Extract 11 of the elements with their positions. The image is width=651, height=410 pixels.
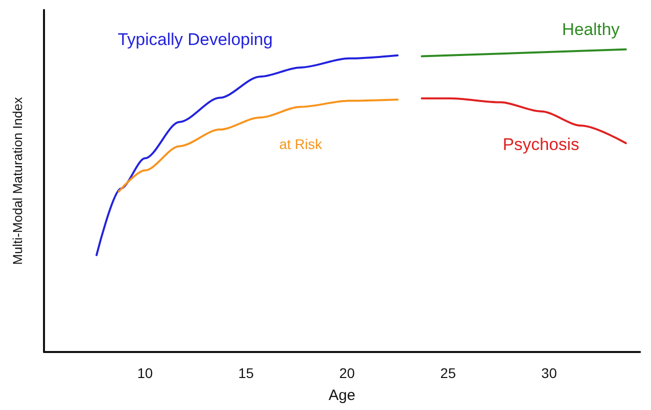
x-tick-label: 20: [339, 365, 356, 381]
x-tick-label: 15: [238, 365, 254, 381]
series-label: Healthy: [562, 20, 620, 39]
x-tick-label: 30: [541, 365, 558, 381]
y-axis-title: Multi-Modal Maturation Index: [10, 96, 25, 265]
x-tick-label: 10: [137, 365, 154, 381]
x-axis-title: Age: [328, 387, 356, 404]
series-label: Typically Developing: [118, 30, 273, 50]
x-tick-label: 25: [440, 365, 456, 381]
series-label: at Risk: [279, 136, 323, 152]
series-label: Psychosis: [502, 134, 580, 154]
